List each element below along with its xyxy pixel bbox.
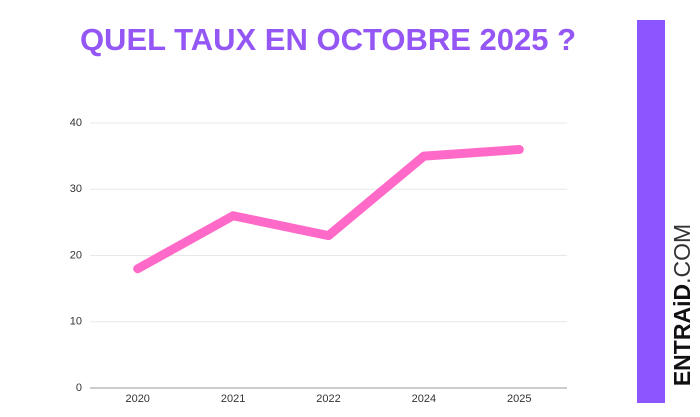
x-tick-label: 2022 [316, 393, 340, 405]
y-tick-label: 10 [70, 316, 82, 328]
x-tick-label: 2025 [507, 393, 531, 405]
y-tick-label: 40 [70, 117, 82, 129]
y-tick-label: 30 [70, 183, 82, 195]
brand-bar [637, 20, 665, 403]
x-tick-label: 2020 [125, 393, 149, 405]
x-tick-label: 2021 [221, 393, 245, 405]
brand-name: ENTRAiD [669, 284, 695, 386]
brand-logo: ENTRAiD.COM [669, 224, 695, 386]
y-tick-label: 20 [70, 249, 82, 261]
brand-suffix: .COM [669, 224, 695, 284]
chart-title: QUEL TAUX EN OCTOBRE 2025 ? [80, 22, 576, 57]
y-tick-label: 0 [76, 382, 82, 394]
data-line [133, 145, 524, 274]
x-tick-label: 2024 [412, 393, 436, 405]
